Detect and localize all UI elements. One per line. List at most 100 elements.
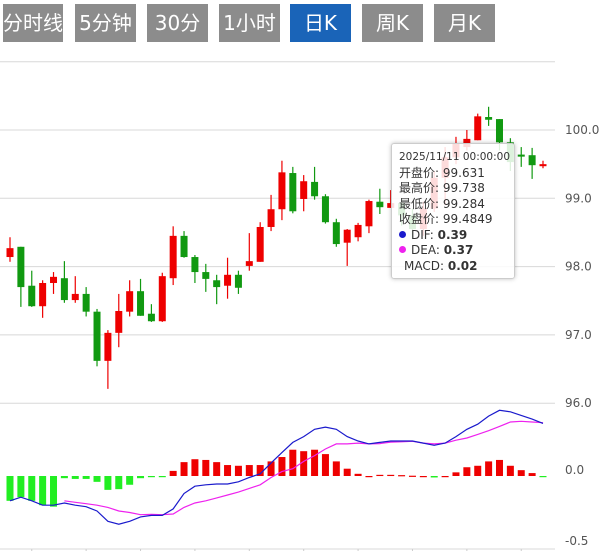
price-axis-label: 98.0 [565, 260, 592, 274]
candle-body [202, 272, 210, 279]
macd-bar [463, 467, 471, 476]
macd-bar [485, 461, 493, 476]
macd-bar [300, 451, 308, 476]
macd-bar [365, 476, 373, 478]
candle-body [256, 226, 264, 262]
candle-body [354, 224, 362, 238]
tab-weekly-k[interactable]: 周K [362, 4, 423, 42]
tooltip-low: 最低价: 99.284 [399, 197, 514, 213]
candle-body [539, 164, 547, 167]
macd-bar [452, 472, 460, 476]
candle-body [387, 203, 395, 208]
macd-bar [245, 465, 253, 476]
candle-body [71, 293, 79, 301]
macd-bar [115, 476, 123, 490]
tooltip-dif: DIF: 0.39 [399, 228, 514, 244]
macd-bar [528, 473, 536, 476]
low-label: 最低价: [399, 196, 440, 211]
macd-bar [376, 474, 384, 477]
candle-body [517, 154, 525, 157]
candle-body [191, 257, 199, 273]
macd-bar [354, 473, 362, 476]
candle-body [180, 235, 188, 258]
tab-5min[interactable]: 5分钟 [75, 4, 136, 42]
dif-value: 0.39 [437, 227, 468, 242]
dif-line [9, 409, 544, 525]
macd-bar [28, 476, 36, 501]
candle-body [300, 181, 308, 199]
candle-body [343, 229, 351, 243]
price-axis-label: 96.0 [565, 396, 592, 410]
candle-body [495, 119, 503, 143]
macd-bar [441, 476, 449, 478]
macd-bar [495, 459, 503, 476]
macd-bar [82, 476, 90, 479]
candle-body [463, 138, 471, 148]
candle-body [365, 201, 373, 227]
macd-bar [430, 476, 438, 478]
candle-body [93, 311, 101, 361]
price-axis-label: 99.0 [565, 191, 592, 205]
macd-bar [213, 462, 221, 476]
macd-bar [321, 454, 329, 476]
tab-intraday[interactable]: 分时线 [3, 4, 63, 42]
macd-bar [137, 476, 145, 479]
macd-bar [289, 449, 297, 476]
macd-bar [398, 475, 406, 477]
macd-bar [419, 476, 427, 478]
candle-body [332, 222, 340, 245]
close-value: 99.4849 [442, 212, 493, 226]
macd-bar [17, 476, 25, 498]
macd-bar [332, 461, 340, 476]
candle-body [39, 282, 47, 307]
candle-body [289, 173, 297, 212]
tab-30min[interactable]: 30分钟 [147, 4, 208, 73]
candle-tooltip: 2025/11/11 00:00:00 开盘价: 99.631 最高价: 99.… [391, 143, 515, 279]
tab-monthly-k[interactable]: 月K [434, 4, 495, 42]
open-value: 99.631 [442, 165, 485, 180]
tab-1hour[interactable]: 1小时 [219, 4, 280, 42]
candle-body [50, 276, 58, 283]
candle-body [169, 235, 177, 279]
price-axis-label: 97.0 [565, 328, 592, 342]
macd-bar [278, 457, 286, 476]
macd-bar [191, 459, 199, 476]
tab-daily-k[interactable]: 日K [290, 4, 351, 42]
macd-bar [474, 465, 482, 476]
candle-body [321, 196, 329, 223]
candle-body [224, 274, 232, 286]
candle-body [278, 172, 286, 210]
macd-bar [104, 476, 112, 490]
macd-bar [158, 476, 166, 478]
macd-bar [267, 461, 275, 476]
tooltip-date: 2025/11/11 00:00:00 [399, 151, 511, 163]
dea-line [64, 420, 544, 516]
candle-body [115, 310, 123, 333]
close-label: 收盘价: [399, 212, 440, 226]
macd-bar [60, 476, 68, 479]
macd-bar [6, 476, 14, 501]
macd-bar [71, 476, 79, 479]
macd-bar [517, 470, 525, 476]
tooltip-macd: MACD: 0.02 [399, 259, 514, 275]
period-tabs: 分时线 5分钟 30分钟 1小时 日K 周K 月K [0, 0, 611, 73]
candle-body [234, 274, 242, 288]
candle-body [104, 332, 112, 361]
macd-bar [234, 465, 242, 476]
macd-bar [408, 475, 416, 477]
open-label: 开盘价: [399, 165, 440, 180]
candle-body [311, 181, 319, 197]
macd-bar [256, 465, 264, 476]
macd-bar [169, 470, 177, 476]
candle-body [528, 155, 536, 166]
candle-body [17, 246, 25, 288]
macd-bar [224, 465, 232, 476]
candle-body [474, 116, 482, 141]
macd-bar [39, 476, 47, 506]
dif-dot-icon [399, 230, 406, 238]
high-value: 99.738 [442, 181, 485, 195]
macd-bar [506, 465, 514, 476]
macd-bar [50, 476, 58, 507]
candle-body [147, 313, 155, 322]
